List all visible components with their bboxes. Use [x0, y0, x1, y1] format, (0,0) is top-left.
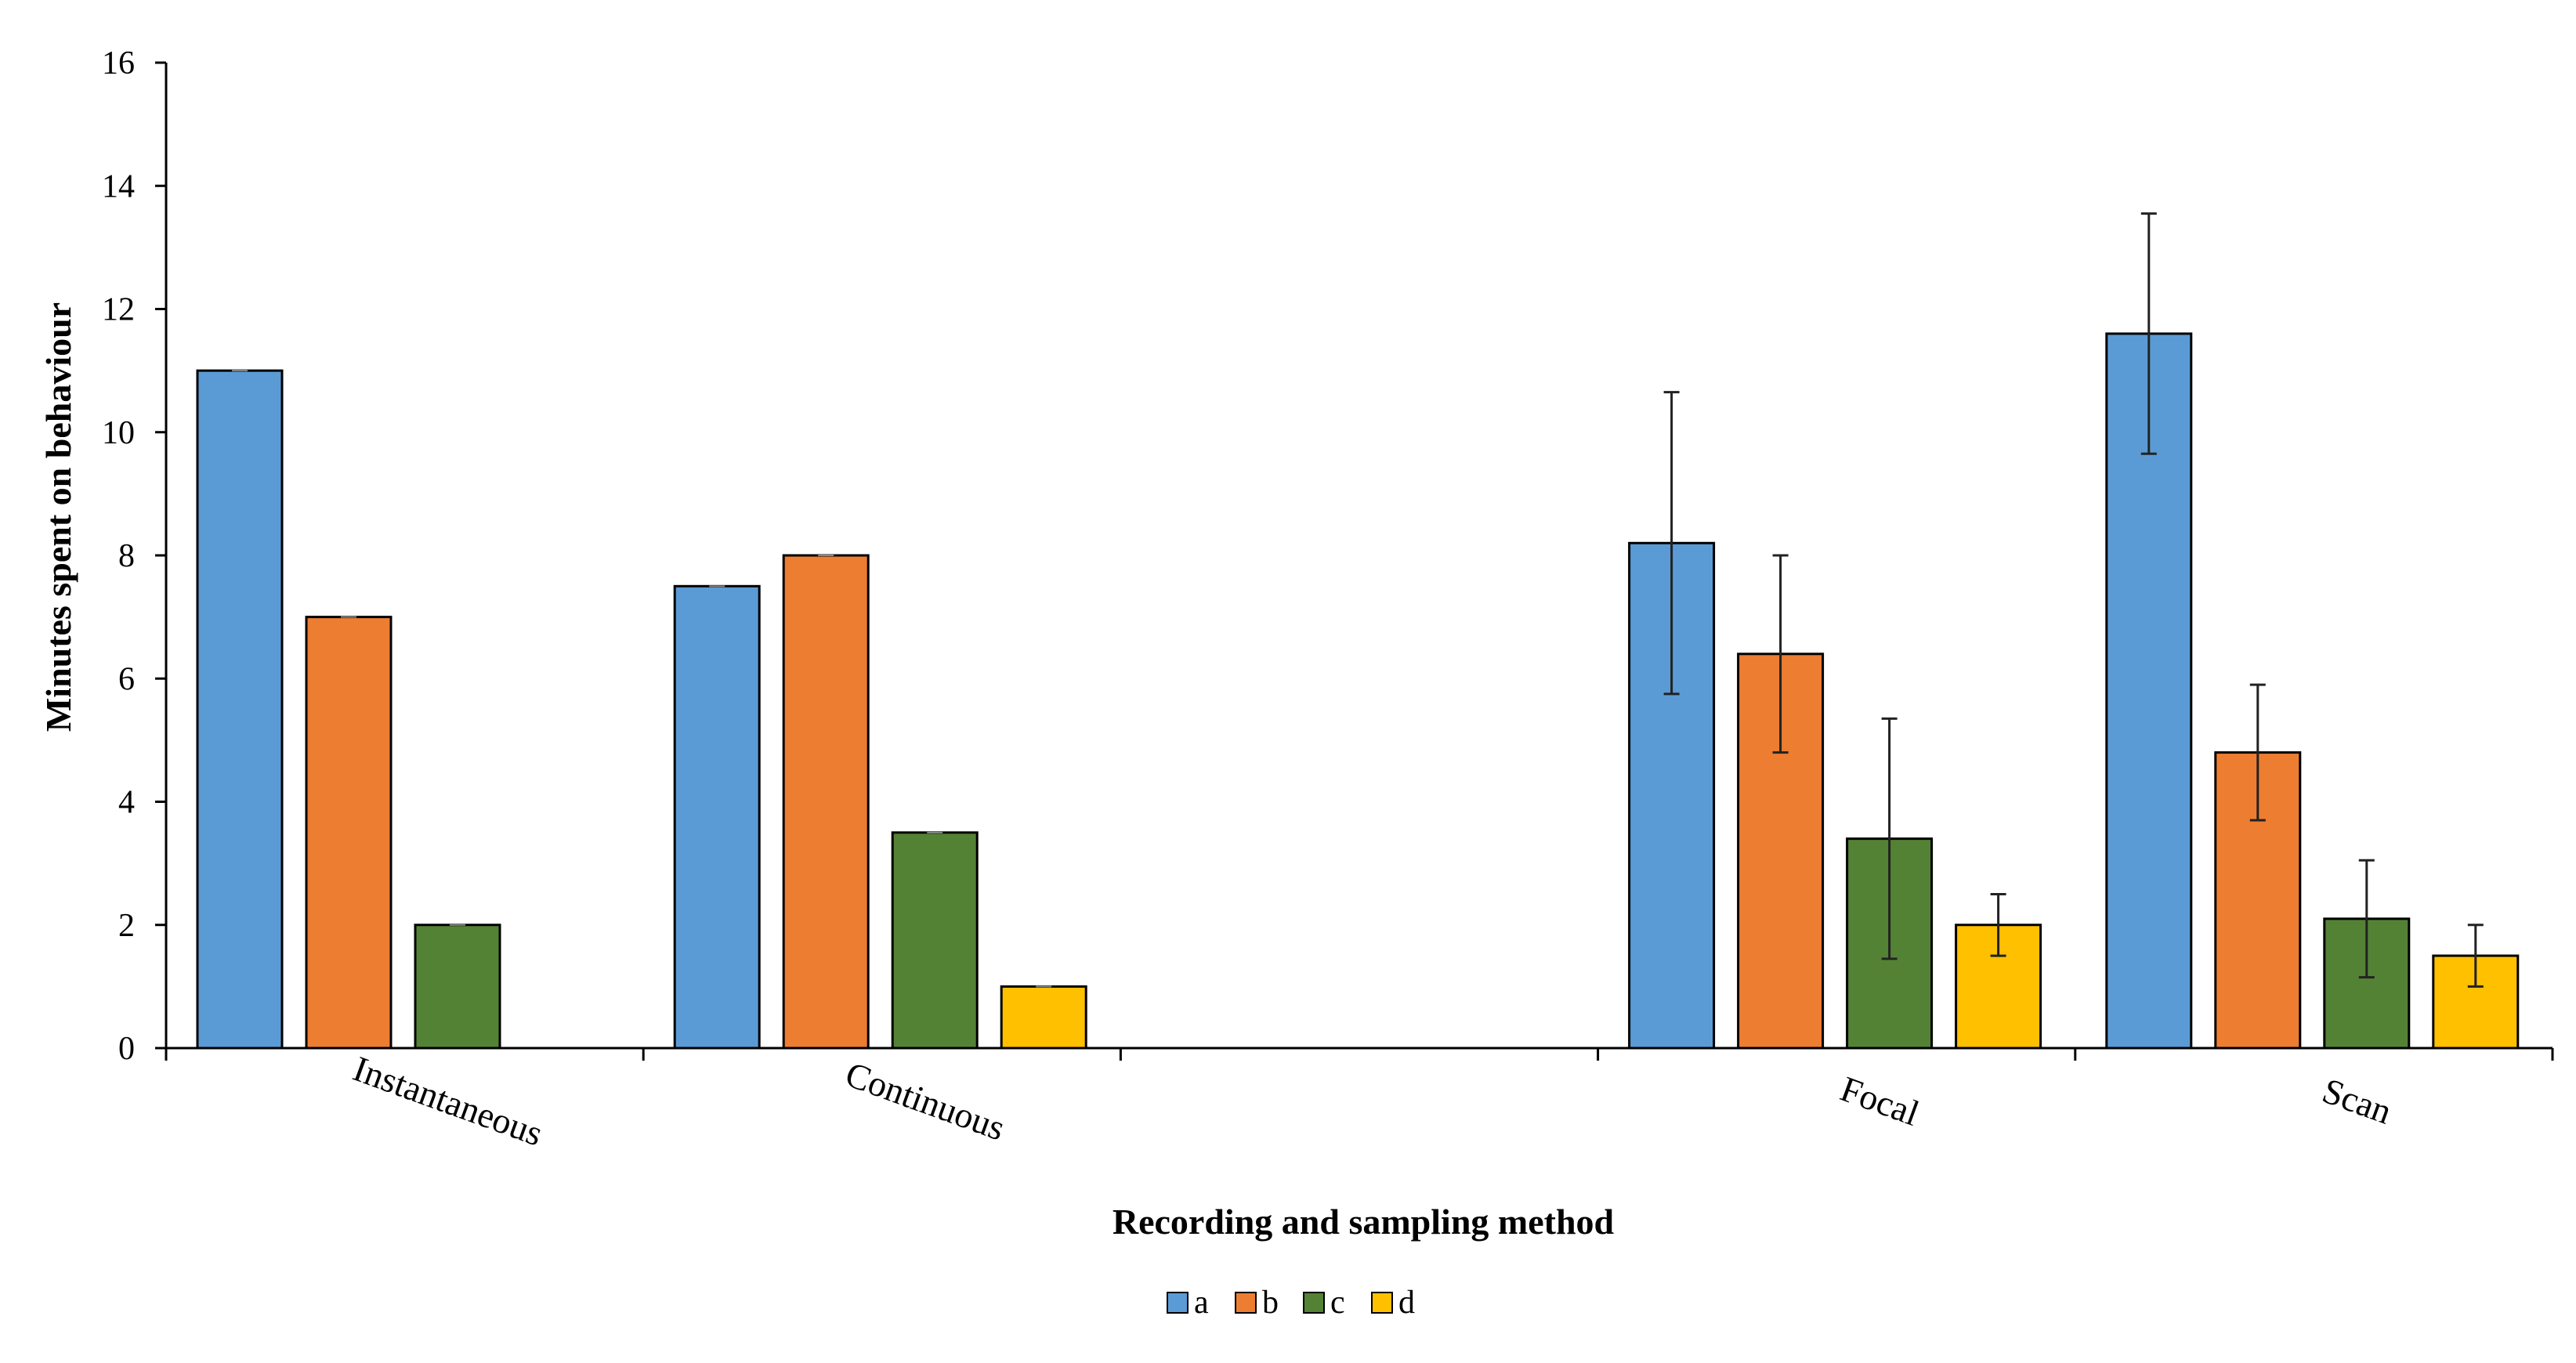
- legend-label-c: c: [1330, 1285, 1345, 1321]
- bar-b: [782, 554, 870, 1050]
- bar-c: [891, 831, 979, 1050]
- y-axis-title: Minutes spent on behaviour: [38, 302, 78, 732]
- x-tick-label: Focal: [1836, 1068, 1924, 1133]
- x-tick-label: Continuous: [841, 1054, 1011, 1148]
- legend-swatch-b: [1235, 1292, 1257, 1314]
- y-tick-label: 16: [102, 45, 135, 81]
- y-axis: 0 2 4 6 8 10 12 14 16: [102, 45, 168, 1067]
- y-tick-label: 8: [118, 538, 135, 574]
- legend-label-d: d: [1398, 1285, 1415, 1321]
- legend-swatch-c: [1303, 1292, 1325, 1314]
- bar-c: [414, 924, 501, 1050]
- legend-swatch-d: [1371, 1292, 1393, 1314]
- x-tick-label: Instantaneous: [348, 1048, 548, 1153]
- legend-label-b: b: [1262, 1285, 1279, 1321]
- bar-a: [673, 584, 761, 1050]
- bar-b: [305, 616, 393, 1050]
- x-tick-label: Scan: [2317, 1070, 2397, 1132]
- error-bars: [232, 212, 2484, 988]
- y-tick-label: 10: [102, 415, 135, 451]
- bar-a: [196, 369, 284, 1050]
- y-tick-label: 14: [102, 168, 135, 204]
- legend-swatch-a: [1167, 1292, 1189, 1314]
- x-axis-title: Recording and sampling method: [1113, 1202, 1615, 1242]
- legend-label-a: a: [1194, 1285, 1209, 1321]
- y-tick-label: 4: [118, 785, 135, 821]
- bars: [196, 332, 2520, 1050]
- y-tick-label: 12: [102, 292, 135, 328]
- y-tick-label: 0: [118, 1031, 135, 1067]
- legend: a b c d: [1167, 1285, 1415, 1321]
- y-tick-label: 2: [118, 908, 135, 944]
- y-tick-label: 6: [118, 661, 135, 697]
- x-axis: Instantaneous Continuous Focal Scan: [165, 1047, 2554, 1154]
- bar-d: [1000, 985, 1087, 1050]
